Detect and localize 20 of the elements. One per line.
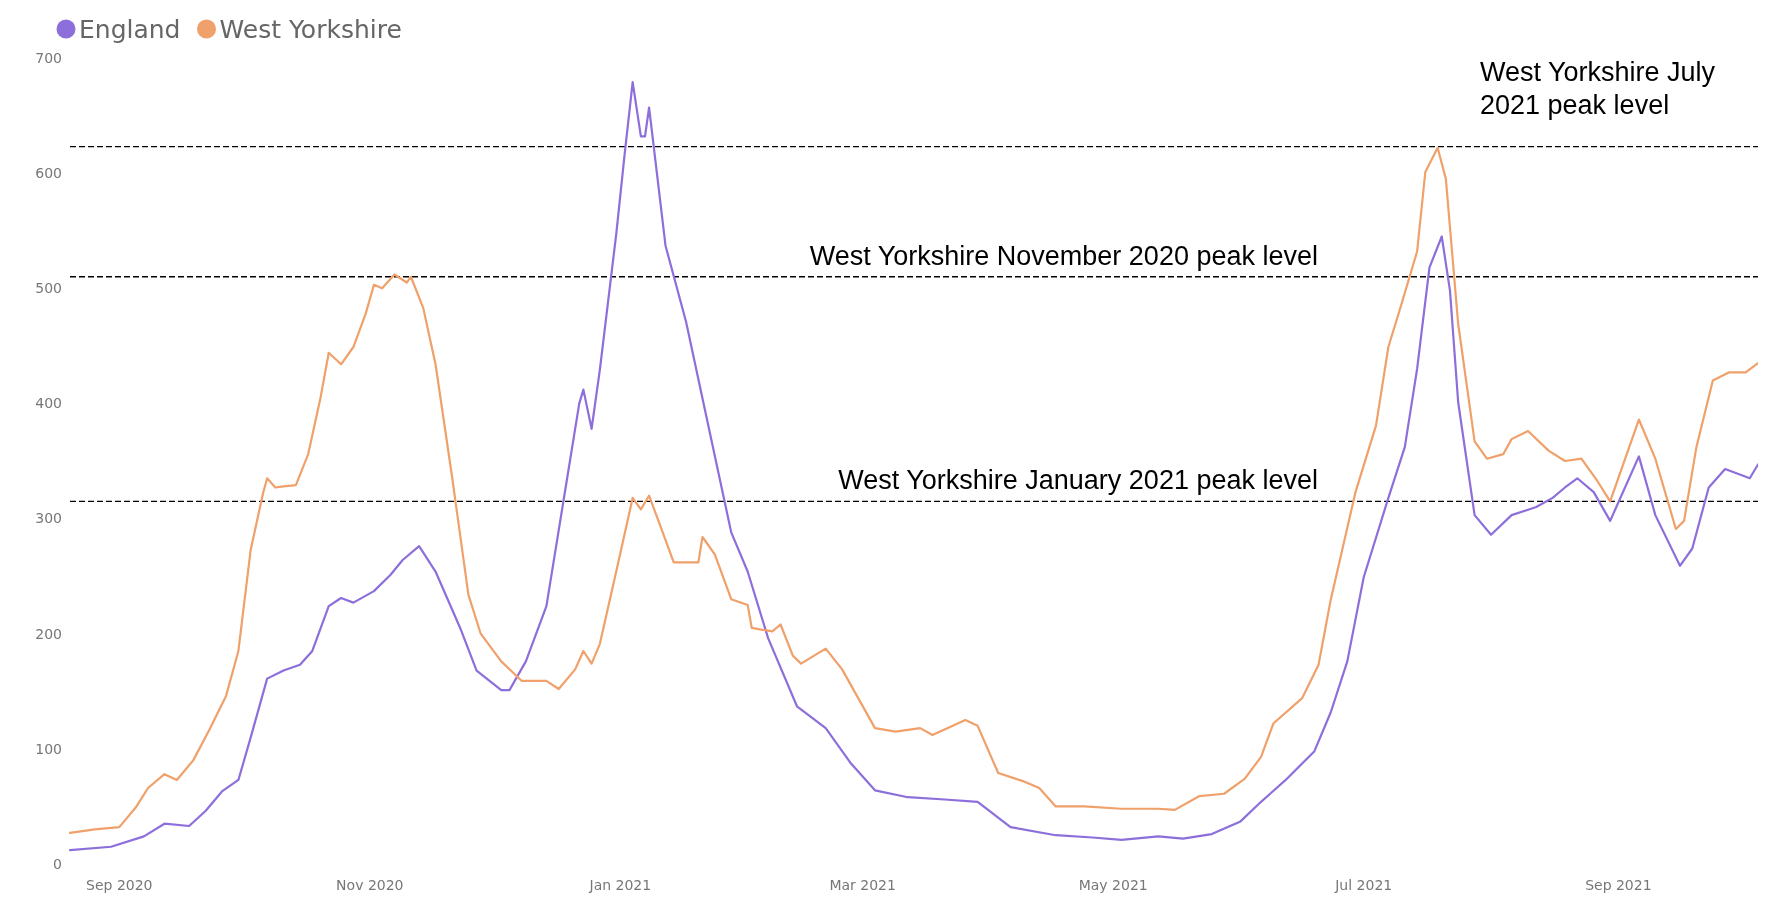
x-tick-label: Sep 2020 [86, 877, 153, 893]
ref-line-label: West Yorkshire January 2021 peak level [838, 465, 1318, 496]
x-tick-label: Jul 2021 [1334, 877, 1393, 893]
y-tick-label: 300 [35, 510, 62, 527]
y-tick-label: 400 [35, 395, 62, 412]
ref-line-label: West Yorkshire July 2021 peak level [1480, 56, 1716, 120]
x-tick-label: Nov 2020 [336, 877, 404, 893]
y-tick-label: 500 [35, 280, 62, 297]
x-tick-label: Sep 2021 [1585, 877, 1652, 893]
y-tick-label: 600 [35, 165, 62, 182]
x-tick-label: Mar 2021 [829, 877, 896, 893]
y-tick-label: 0 [53, 855, 62, 872]
y-tick-label: 100 [35, 740, 62, 757]
x-tick-label: Jan 2021 [588, 877, 652, 893]
y-tick-label: 200 [35, 625, 62, 642]
x-tick-label: May 2021 [1078, 877, 1148, 893]
legend-label: West Yorkshire [219, 15, 402, 44]
y-tick-label: 700 [35, 49, 62, 66]
ref-line-label: West Yorkshire November 2020 peak level [809, 240, 1318, 271]
legend-label: England [79, 15, 181, 44]
